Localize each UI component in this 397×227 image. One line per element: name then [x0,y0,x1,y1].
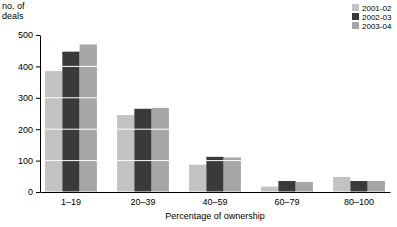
legend-swatch [352,22,359,29]
x-tick: 20–39 [130,192,155,207]
legend-label: 2002-03 [362,13,392,22]
y-tick-label: 0 [28,187,33,197]
x-tick-label: 80–100 [344,197,374,207]
grid-line [40,160,390,161]
bar [261,187,278,192]
x-tick: 60–79 [275,192,300,207]
x-tick: 1–19 [61,192,81,207]
x-tick: 40–59 [202,192,227,207]
grid-line [40,192,390,193]
y-tick-label: 500 [18,30,33,40]
grid-line [40,129,390,130]
plot: 0 100 200 300 400 500 1–19 20–39 40–59 60–79 80–10… [18,30,391,207]
bar [134,109,151,192]
bar [152,108,169,192]
grid-line [40,97,390,98]
x-tick-label: 40–59 [202,197,227,207]
legend-item: 2002-03 [352,13,392,22]
y-tick-label: 400 [18,62,33,72]
bar [350,181,367,192]
y-tick-mark [36,66,40,67]
y-tick-label: 100 [18,156,33,166]
y-tick-mark [36,129,40,130]
x-axis-title: Percentage of ownership [165,211,265,221]
bar [224,157,241,192]
legend-swatch [352,13,359,20]
legend: 2001-022002-032003-04 [352,4,392,31]
y-axis-title: no. of deals [2,1,27,21]
grid-line [40,66,390,67]
y-tick: 500 [18,30,40,40]
y-tick: 400 [18,62,40,72]
y-tick: 0 [28,187,40,197]
bar [189,165,206,192]
y-tick-label: 200 [18,125,33,135]
x-tick-label: 1–19 [61,197,81,207]
grid [40,35,390,192]
y-tick: 300 [18,93,40,103]
legend-item: 2003-04 [352,22,392,31]
chart: 0 100 200 300 400 500 1–19 20–39 40–59 60–79 80–10… [0,0,397,227]
x-tick-label: 20–39 [130,197,155,207]
x-tick: 80–100 [344,192,374,207]
bar [45,71,62,192]
legend-label: 2001-02 [362,4,392,13]
grid-line [40,35,390,36]
y-tick-label: 300 [18,93,33,103]
bar [62,52,79,192]
y-tick: 100 [18,156,40,166]
x-axis-line [41,192,391,193]
y-tick: 200 [18,125,40,135]
y-tick-mark [36,192,40,193]
x-axis: 1–19 20–39 40–59 60–79 80–100 [41,192,391,207]
bar [278,181,295,192]
bar [333,177,350,192]
legend-item: 2001-02 [352,4,392,13]
legend-swatch [352,4,359,11]
bar [206,157,223,192]
y-tick-mark [36,35,40,36]
x-tick-label: 60–79 [275,197,300,207]
y-axis: 0 100 200 300 400 500 [18,30,41,197]
bar [368,181,385,192]
y-tick-mark [36,161,40,162]
y-axis-line [40,36,41,193]
bar [296,182,313,192]
bar [117,115,134,192]
y-tick-mark [36,98,40,99]
legend-label: 2003-04 [362,22,392,31]
